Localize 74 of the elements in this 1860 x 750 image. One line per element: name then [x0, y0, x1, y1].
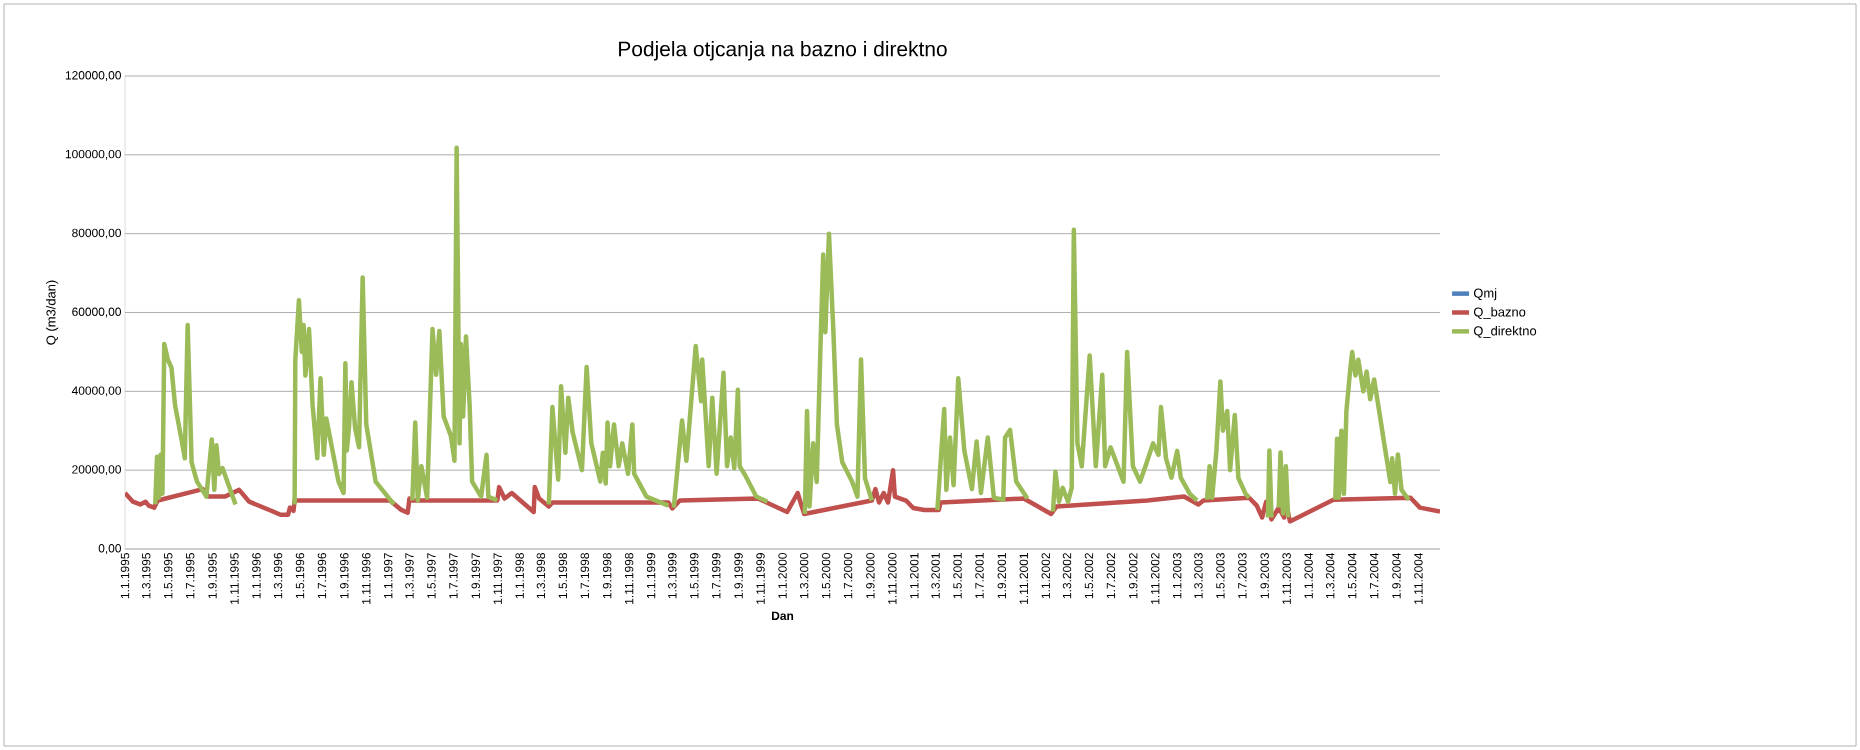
x-tick-label: 1.11.2002: [1150, 553, 1160, 604]
y-tick-label: 40000,00: [71, 386, 122, 397]
x-tick-label: 1.11.2004: [1414, 552, 1423, 604]
x-tick-label: 1.11.1998: [624, 553, 634, 604]
x-tick-label: 1.5.1995: [163, 553, 173, 599]
x-tick-label: 1.9.2003: [1260, 553, 1269, 599]
x-tick-label: 1.3.1997: [405, 553, 414, 599]
x-tick-label: 1.5.2002: [1084, 553, 1094, 599]
x-tick-label: 1.11.1997: [493, 553, 502, 604]
x-tick-label: 1.7.1996: [317, 553, 327, 599]
x-tick-label: 1.1.1996: [252, 553, 261, 599]
x-tick-label: 1.11.2001: [1019, 553, 1029, 604]
x-tick-label: 1.3.2003: [1194, 553, 1203, 599]
x-tick-label: 1.5.1999: [690, 553, 699, 599]
x-tick-label: 1.11.1996: [362, 553, 371, 604]
y-axis-title: Q (m3/dan): [46, 280, 59, 345]
x-tick-label: 1.11.1999: [756, 553, 765, 604]
x-tick-label: 1.9.1998: [602, 553, 612, 599]
x-axis-title: Dan: [772, 611, 794, 620]
x-tick-label: 1.7.1998: [580, 553, 590, 599]
x-tick-label: 1.3.1998: [536, 553, 546, 599]
x-tick-label: 1.9.2001: [997, 553, 1007, 599]
y-tick-label: 60000,00: [72, 307, 122, 318]
x-tick-label: 1.9.2004: [1392, 552, 1401, 599]
x-tick-label: 1.7.2000: [843, 552, 853, 599]
x-tick-label: 1.7.2002: [1106, 553, 1116, 599]
x-tick-label: 1.5.2001: [953, 553, 962, 599]
x-tick-label: 1.7.1997: [449, 553, 458, 599]
x-tick-label: 1.1.2003: [1172, 553, 1182, 599]
y-tick-label: 80000,00: [72, 228, 122, 239]
x-tick-label: 1.3.1995: [142, 553, 151, 599]
y-tick-label: 0,00: [98, 544, 122, 554]
x-tick-label: 1.1.1995: [120, 553, 130, 599]
line-series: [125, 467, 1441, 524]
x-tick-label: 1.11.2003: [1282, 553, 1291, 604]
x-tick-label: 1.7.2001: [975, 553, 984, 599]
x-tick-label: 1.5.1997: [427, 553, 436, 599]
x-tick-label: 1.11.1995: [230, 553, 239, 604]
chart-title: Podjela otjcanja na bazno i direktno: [619, 41, 947, 61]
x-tick-label: 1.7.1995: [185, 553, 195, 599]
x-tick-label: 1.3.2001: [931, 553, 940, 599]
legend-label: Q_bazno: [1473, 307, 1526, 320]
x-tick-label: 1.9.1995: [208, 553, 217, 599]
x-tick-label: 1.1.1998: [515, 553, 524, 599]
x-tick-label: 1.1.2000: [778, 552, 787, 599]
x-tick-label: 1.9.1996: [340, 553, 349, 599]
x-tick-label: 1.1.2002: [1041, 553, 1050, 599]
x-tick-label: 1.1.2004: [1304, 552, 1313, 599]
y-tick-label: 20000,00: [72, 465, 122, 476]
x-tick-label: 1.3.2004: [1325, 552, 1335, 599]
x-tick-label: 1.1.2001: [910, 553, 919, 599]
x-tick-label: 1.7.1999: [712, 553, 721, 599]
x-tick-label: 1.3.1999: [668, 553, 677, 599]
x-tick-label: 1.5.2003: [1216, 553, 1225, 599]
x-tick-label: 1.3.2002: [1062, 553, 1072, 599]
x-tick-label: 1.3.1996: [273, 553, 283, 599]
x-tick-label: 1.7.2004: [1369, 552, 1379, 599]
x-tick-label: 1.9.2000: [866, 552, 875, 599]
y-tick-label: 120000,00: [65, 71, 122, 81]
x-tick-label: 1.7.2003: [1238, 553, 1247, 599]
x-tick-label: 1.3.2000: [799, 552, 809, 599]
x-tick-label: 1.9.1997: [471, 553, 480, 599]
x-tick-label: 1.5.1998: [558, 553, 568, 599]
x-tick-label: 1.1.1999: [646, 553, 656, 599]
x-tick-label: 1.9.1999: [734, 553, 743, 599]
x-tick-label: 1.5.2004: [1347, 552, 1357, 599]
x-tick-label: 1.11.2000: [888, 552, 897, 604]
x-tick-label: 1.5.2000: [821, 552, 831, 599]
x-tick-label: 1.1.1997: [384, 553, 393, 599]
x-tick-label: 1.5.1996: [295, 553, 305, 599]
x-tick-label: 1.9.2002: [1129, 553, 1138, 599]
legend-label: Q_direktno: [1473, 325, 1537, 338]
legend-label: Qmj: [1473, 288, 1497, 301]
y-tick-label: 100000,00: [65, 149, 122, 160]
